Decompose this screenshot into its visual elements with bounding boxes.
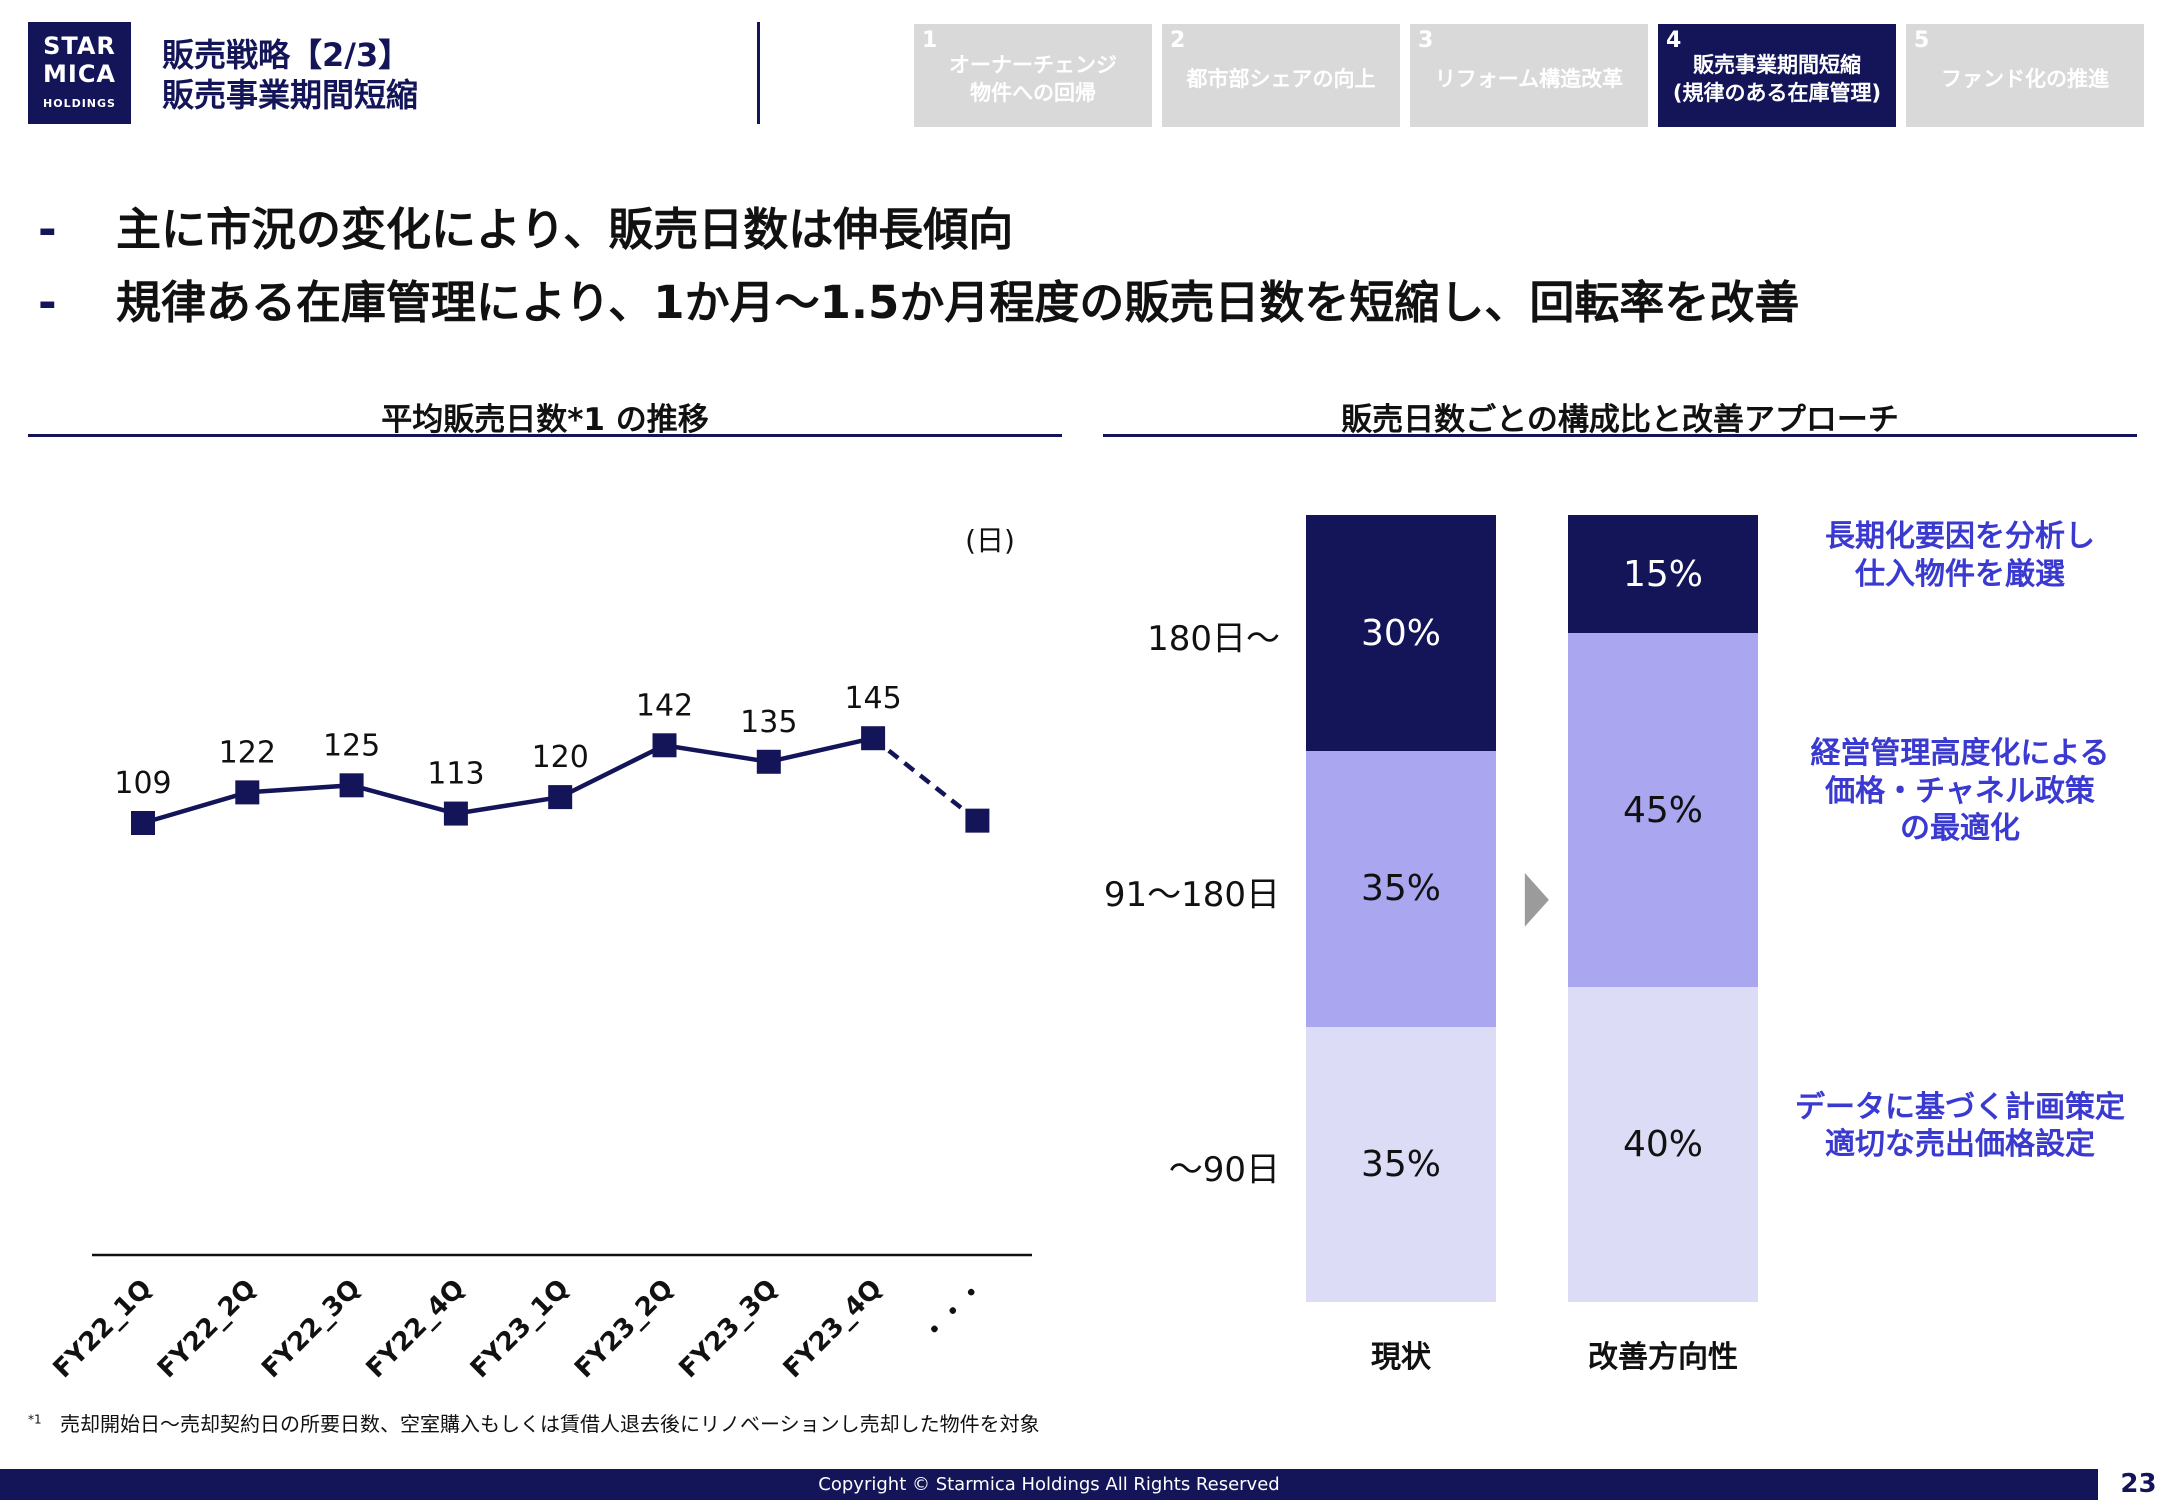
- data-point-marker: [235, 780, 260, 805]
- approach-note-line: 長期化要因を分析し: [1825, 519, 2095, 555]
- footnote: *1 売却開始日〜売却契約日の所要日数、空室購入もしくは賃借人退去後にリノベーシ…: [28, 1408, 1040, 1437]
- bar-segment: 15%: [1568, 515, 1758, 634]
- data-point-marker: [131, 811, 155, 835]
- logo-line-2: MICA: [43, 60, 116, 88]
- data-label: 122: [219, 735, 276, 770]
- data-label: 125: [323, 728, 380, 763]
- x-tick-label: FY22_3Q: [256, 1274, 366, 1384]
- x-tick-label: ・・・: [916, 1274, 992, 1350]
- segment-row-label: 91〜180日: [1103, 874, 1280, 915]
- bar-segment: 35%: [1306, 751, 1496, 1027]
- x-tick-label: FY23_3Q: [673, 1274, 783, 1384]
- tab-3[interactable]: 3 リフォーム構造改革: [1410, 24, 1648, 127]
- tab-label-line-1: オーナーチェンジ: [949, 53, 1117, 78]
- tab-label-line-1: ファンド化の推進: [1941, 66, 2109, 91]
- tab-1[interactable]: 1 オーナーチェンジ 物件への回帰: [914, 24, 1152, 127]
- page-title-line-2: 販売事業期間短縮: [162, 76, 419, 114]
- tab-label-line-1: 販売事業期間短縮: [1693, 53, 1861, 78]
- approach-note-line: 価格・チャネル政策: [1825, 773, 2095, 809]
- tab-label-line-1: 都市部シェアの向上: [1186, 66, 1376, 91]
- tab-label: 都市部シェアの向上: [1162, 24, 1400, 127]
- x-tick-label: FY22_2Q: [152, 1274, 262, 1384]
- projection-point-marker: [965, 808, 990, 833]
- x-tick-label: FY23_1Q: [465, 1274, 575, 1384]
- stacked-bar-1: 30% 35% 35%: [1306, 515, 1496, 1302]
- bullet-2-text: 規律ある在庫管理により、1か月〜1.5か月程度の販売日数を短縮し、回転率を改善: [116, 276, 1800, 329]
- bar-segment: 40%: [1568, 987, 1758, 1302]
- tab-label: ファンド化の推進: [1906, 24, 2144, 127]
- approach-note-line: 経営管理高度化による: [1810, 736, 2110, 772]
- approach-note: 長期化要因を分析し 仕入物件を厳選: [1780, 518, 2140, 593]
- data-point-marker: [339, 773, 364, 798]
- tab-label-line-2: (規律のある在庫管理): [1672, 80, 1882, 105]
- data-label: 135: [740, 705, 797, 740]
- header-divider: [757, 22, 760, 124]
- approach-note-line: の最適化: [1900, 811, 2020, 847]
- data-label: 113: [427, 757, 484, 792]
- bullet-dash: -: [38, 276, 57, 329]
- tab-5[interactable]: 5 ファンド化の推進: [1906, 24, 2144, 127]
- tab-label: リフォーム構造改革: [1410, 24, 1648, 127]
- tab-number: 4: [1666, 28, 1682, 53]
- footnote-mark: *1: [28, 1412, 42, 1427]
- tab-number: 3: [1418, 28, 1434, 53]
- page-number: 23: [2120, 1469, 2157, 1499]
- left-section-title: 平均販売日数*1 の推移: [381, 402, 709, 438]
- logo-line-1: STAR: [43, 32, 116, 60]
- data-label: 142: [636, 688, 693, 723]
- data-label: 120: [532, 740, 589, 775]
- bar-category-label: 改善方向性: [1588, 1340, 1738, 1375]
- tab-number: 2: [1170, 28, 1186, 53]
- bullet-1: - 主に市況の変化により、販売日数は伸長傾向: [38, 193, 1013, 258]
- bullet-dash: -: [38, 203, 57, 256]
- bar-category-label: 現状: [1371, 1340, 1431, 1375]
- x-tick-label: FY22_4Q: [361, 1274, 471, 1384]
- projection-line: [871, 736, 979, 823]
- tab-number: 5: [1914, 28, 1930, 53]
- series-line: [142, 736, 874, 826]
- approach-note: 経営管理高度化による 価格・チャネル政策 の最適化: [1780, 735, 2140, 848]
- approach-note: データに基づく計画策定 適切な売出価格設定: [1780, 1089, 2140, 1164]
- tab-4[interactable]: 4 販売事業期間短縮 (規律のある在庫管理): [1658, 24, 1896, 127]
- logo-line-3: HOLDINGS: [43, 97, 116, 110]
- segment-row-label: 180日〜: [1147, 619, 1280, 660]
- right-section-title: 販売日数ごとの構成比と改善アプローチ: [1341, 402, 1899, 438]
- unit-label: (日): [965, 524, 1015, 557]
- average-sales-days-line-chart: 109 122 125 113 120 142 135 145 (日) FY22_1QFY22_2…: [48, 524, 1032, 1384]
- bar-segment: 35%: [1306, 1026, 1496, 1302]
- data-point-marker: [756, 749, 781, 774]
- tab-label: オーナーチェンジ 物件への回帰: [914, 24, 1152, 127]
- data-label: 109: [114, 766, 171, 801]
- x-tick-label: FY23_2Q: [569, 1274, 679, 1384]
- tab-label: 販売事業期間短縮 (規律のある在庫管理): [1658, 24, 1896, 127]
- bullet-1-text: 主に市況の変化により、販売日数は伸長傾向: [116, 203, 1014, 256]
- x-tick-label: FY23_4Q: [778, 1274, 888, 1384]
- approach-note-line: 適切な売出価格設定: [1825, 1127, 2095, 1163]
- segment-row-label: 〜90日: [1168, 1150, 1280, 1191]
- transition-arrow-icon: ▶: [1524, 852, 1550, 935]
- bullet-2: - 規律ある在庫管理により、1か月〜1.5か月程度の販売日数を短縮し、回転率を改善: [38, 266, 1799, 331]
- x-tick-label: FY22_1Q: [48, 1274, 158, 1384]
- data-point-marker: [443, 801, 468, 826]
- bar-segment: 45%: [1568, 633, 1758, 988]
- footnote-text: 売却開始日〜売却契約日の所要日数、空室購入もしくは賃借人退去後にリノベーションし…: [60, 1412, 1040, 1436]
- copyright: Copyright © Starmica Holdings All Rights…: [818, 1474, 1280, 1495]
- data-point-marker: [861, 726, 886, 751]
- approach-note-line: 仕入物件を厳選: [1855, 556, 2065, 592]
- stacked-bar-2: 15% 45% 40%: [1568, 515, 1758, 1302]
- data-point-marker: [652, 733, 677, 758]
- data-label: 145: [844, 681, 901, 716]
- data-point-marker: [548, 785, 573, 810]
- approach-note-line: データに基づく計画策定: [1795, 1089, 2125, 1125]
- right-section-underline: [1103, 434, 2137, 437]
- left-section-underline: [28, 434, 1062, 437]
- footer-bar: [0, 1469, 2098, 1500]
- bar-segment: 30%: [1306, 515, 1496, 752]
- tab-label-line-2: 物件への回帰: [970, 80, 1096, 105]
- tab-2[interactable]: 2 都市部シェアの向上: [1162, 24, 1400, 127]
- tab-number: 1: [922, 28, 938, 53]
- company-logo: STAR MICA HOLDINGS: [28, 22, 131, 124]
- page-title-line-1: 販売戦略【2/3】: [162, 36, 411, 74]
- tab-label-line-1: リフォーム構造改革: [1434, 66, 1624, 91]
